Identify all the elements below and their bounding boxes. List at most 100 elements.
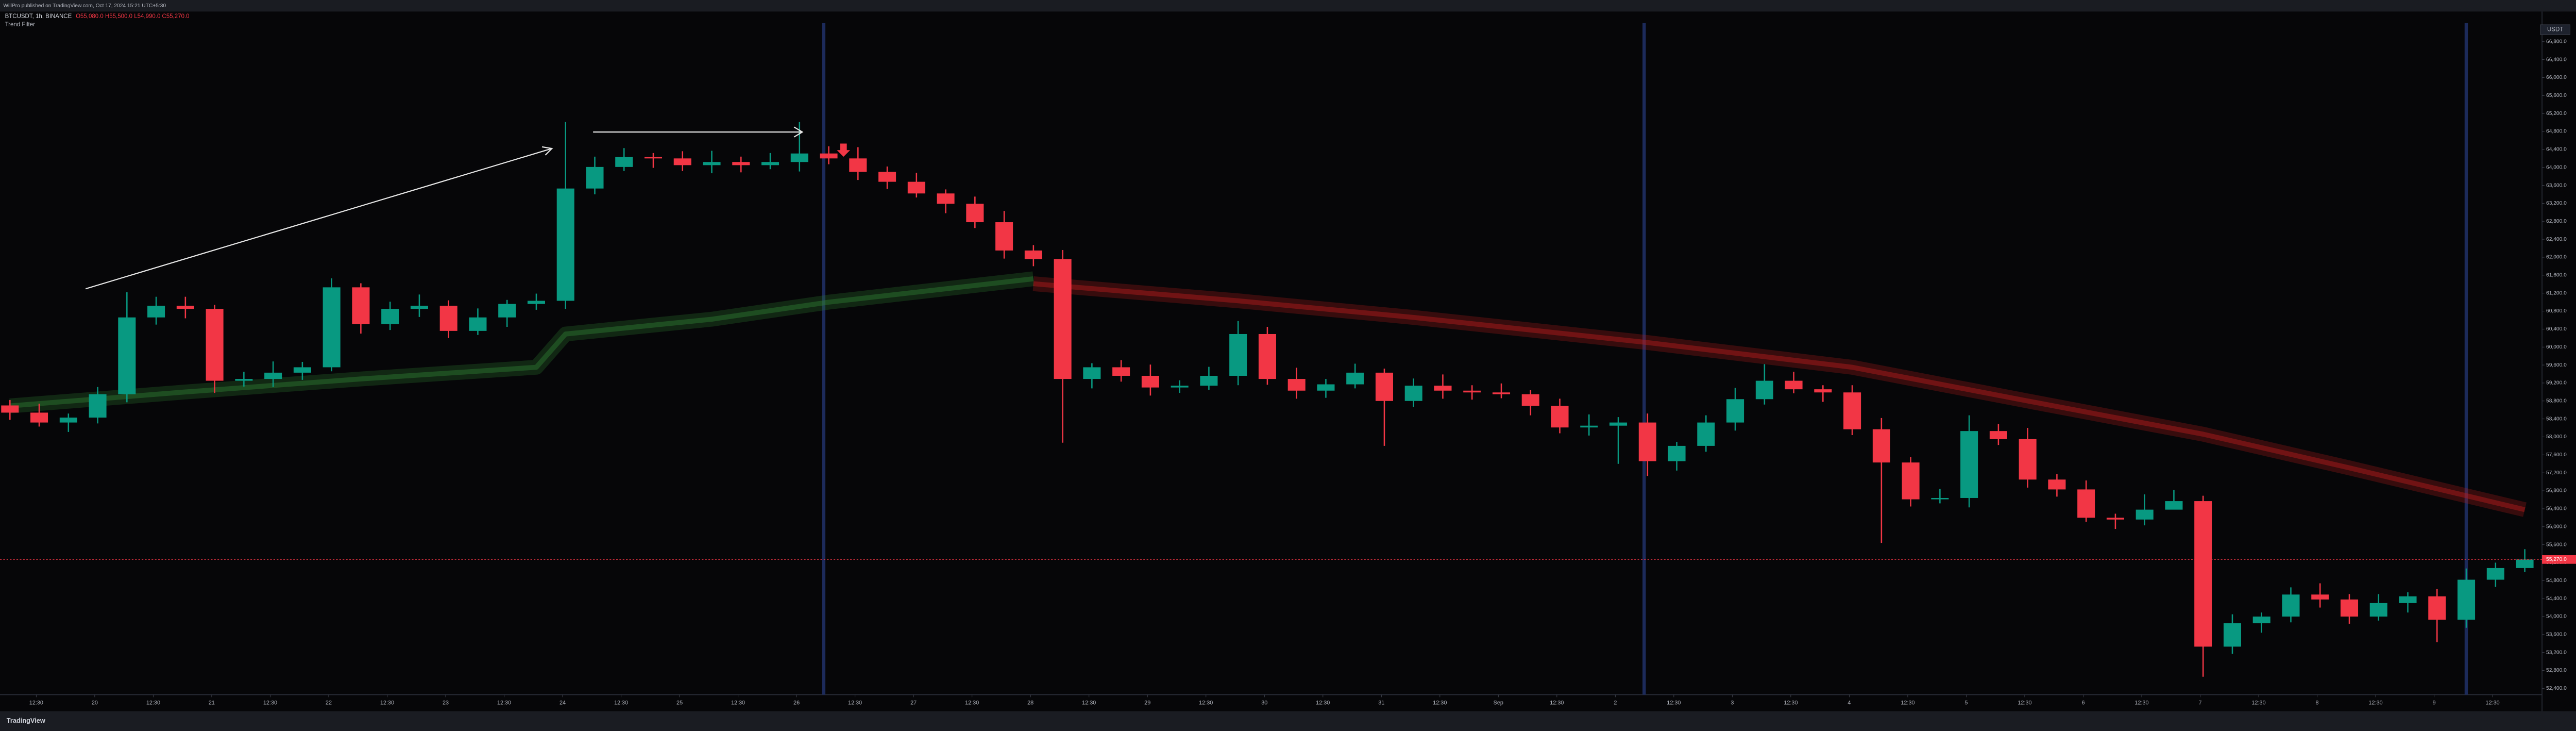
candle-body bbox=[1083, 367, 1101, 379]
candle-body bbox=[1112, 367, 1130, 376]
candle-body bbox=[1141, 375, 1159, 388]
y-tick-label: 58,000.0 bbox=[2546, 434, 2567, 440]
x-tick-label: 12:30 bbox=[2018, 700, 2031, 706]
candle-body bbox=[1, 405, 19, 413]
x-tick-label: 8 bbox=[2316, 700, 2319, 706]
y-tick-label: 63,600.0 bbox=[2546, 182, 2567, 188]
candle-body bbox=[1726, 399, 1744, 423]
candle-body bbox=[469, 317, 487, 331]
ohlc: O55,080.0 H55,500.0 L54,990.0 C55,270.0 bbox=[76, 13, 189, 20]
candle-body bbox=[673, 158, 691, 165]
x-tick-label: 12:30 bbox=[2486, 700, 2500, 706]
drawings bbox=[85, 126, 851, 290]
candle-body bbox=[2486, 568, 2504, 580]
y-tick-label: 64,800.0 bbox=[2546, 129, 2567, 135]
x-tick-label: 12:30 bbox=[1199, 700, 1213, 706]
candle-body bbox=[1229, 334, 1247, 376]
candle-body bbox=[2165, 501, 2183, 510]
candle-body bbox=[381, 309, 399, 324]
candle-body bbox=[1989, 431, 2007, 439]
y-tick-label: 52,800.0 bbox=[2546, 668, 2567, 673]
x-tick-label: 26 bbox=[793, 700, 800, 706]
x-tick-label: 29 bbox=[1144, 700, 1150, 706]
y-tick-label: 58,400.0 bbox=[2546, 416, 2567, 422]
candle-body bbox=[1902, 462, 1920, 500]
candle-body bbox=[410, 306, 428, 309]
candle-body bbox=[2077, 489, 2095, 518]
axes: 52,400.0 52,800.0 53,200.0 53,600.0 54,000.0… bbox=[0, 39, 2576, 706]
x-tick-label: 23 bbox=[443, 700, 449, 706]
y-tick-label: 53,200.0 bbox=[2546, 650, 2567, 655]
trend-filter-band bbox=[1032, 276, 2527, 517]
candle-body bbox=[1404, 386, 1422, 401]
y-tick-label: 60,000.0 bbox=[2546, 344, 2567, 350]
candle-body bbox=[1258, 334, 1276, 379]
candle-body bbox=[1024, 250, 1042, 259]
candle-body bbox=[2458, 579, 2476, 620]
y-tick-label: 54,400.0 bbox=[2546, 596, 2567, 602]
candle-body bbox=[352, 287, 370, 324]
y-tick-label: 64,400.0 bbox=[2546, 147, 2567, 153]
y-tick-label: 66,800.0 bbox=[2546, 39, 2567, 44]
x-tick-label: 31 bbox=[1378, 700, 1384, 706]
candle-body bbox=[1346, 372, 1364, 385]
x-tick-label: 12:30 bbox=[848, 700, 862, 706]
candle-body bbox=[1785, 380, 1803, 390]
candle-body bbox=[1755, 380, 1773, 400]
candle-body bbox=[1434, 386, 1452, 391]
currency-box bbox=[2540, 24, 2570, 35]
y-tick-label: 65,200.0 bbox=[2546, 111, 2567, 117]
x-tick-label: 6 bbox=[2081, 700, 2084, 706]
x-tick-label: 12:30 bbox=[380, 700, 394, 706]
candle-body bbox=[1814, 389, 1832, 393]
candle-body bbox=[2282, 594, 2300, 617]
x-tick-label: 12:30 bbox=[614, 700, 628, 706]
candles bbox=[1, 122, 2534, 677]
candle-body bbox=[89, 394, 107, 418]
x-tick-label: 12:30 bbox=[2369, 700, 2383, 706]
candle-body bbox=[878, 172, 896, 182]
last-price-label: 55,270.0 bbox=[2546, 557, 2567, 562]
x-tick-label: Sep bbox=[1494, 700, 1503, 706]
y-tick-label: 66,000.0 bbox=[2546, 75, 2567, 80]
candle-body bbox=[2223, 623, 2242, 647]
x-tick-label: 30 bbox=[1261, 700, 1267, 706]
x-tick-label: 12:30 bbox=[1316, 700, 1330, 706]
x-tick-label: 21 bbox=[209, 700, 215, 706]
candle-body bbox=[2311, 594, 2329, 600]
candle-body bbox=[586, 167, 604, 189]
x-tick-label: 9 bbox=[2433, 700, 2436, 706]
candle-body bbox=[1638, 422, 1656, 461]
candle-body bbox=[907, 181, 925, 194]
candle-body bbox=[1375, 372, 1393, 401]
y-tick-label: 57,600.0 bbox=[2546, 452, 2567, 458]
y-tick-label: 56,000.0 bbox=[2546, 524, 2567, 529]
candle-body bbox=[732, 162, 750, 165]
candle-body bbox=[2399, 596, 2417, 603]
candle-body bbox=[176, 306, 194, 309]
candle-body bbox=[966, 204, 984, 223]
y-tick-label: 62,000.0 bbox=[2546, 255, 2567, 260]
candle-body bbox=[1463, 390, 1481, 393]
x-tick-label: 12:30 bbox=[731, 700, 745, 706]
candle-body bbox=[2369, 603, 2387, 617]
candle-body bbox=[2252, 616, 2270, 624]
x-tick-label: 2 bbox=[1614, 700, 1617, 706]
candle-body bbox=[790, 153, 808, 162]
x-tick-label: 12:30 bbox=[497, 700, 511, 706]
y-tick-label: 64,000.0 bbox=[2546, 164, 2567, 170]
bottom-bar bbox=[0, 711, 2576, 731]
candle-body bbox=[527, 301, 545, 304]
candle-body bbox=[206, 309, 224, 381]
y-tick-label: 61,200.0 bbox=[2546, 290, 2567, 296]
candle-body bbox=[615, 157, 633, 167]
x-tick-label: 12:30 bbox=[1667, 700, 1681, 706]
candle-body bbox=[235, 379, 253, 381]
candle-body bbox=[1697, 422, 1715, 446]
y-tick-label: 55,600.0 bbox=[2546, 542, 2567, 547]
x-tick-label: 12:30 bbox=[146, 700, 160, 706]
y-tick-label: 62,800.0 bbox=[2546, 219, 2567, 224]
candle-body bbox=[1609, 422, 1628, 426]
